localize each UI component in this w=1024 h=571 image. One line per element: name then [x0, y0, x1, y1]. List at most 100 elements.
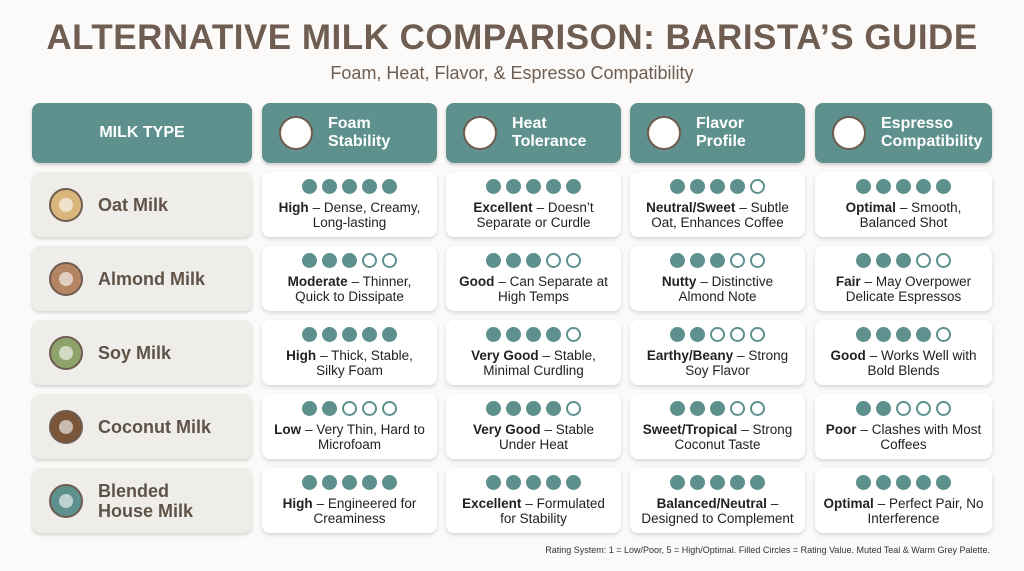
rating-dot — [322, 475, 337, 490]
icon — [463, 116, 497, 150]
header-text: Espresso Compatibility — [881, 115, 983, 150]
rating-description: – Strong Coconut Taste — [674, 422, 793, 452]
rating-cell: Fair – May Overpower Delicate Espressos — [815, 246, 992, 311]
rating-dot — [916, 253, 931, 268]
rating-cell: Excellent – Doesn’t Separate or Curdle — [446, 172, 621, 237]
rating-text: Very Good – Stable, Minimal Curdling — [454, 348, 613, 378]
rating-dot — [936, 401, 951, 416]
rating-description: – Strong Soy Flavor — [685, 348, 789, 378]
rating-dot — [342, 475, 357, 490]
rating-dot — [506, 253, 521, 268]
rating-dot — [342, 401, 357, 416]
rating-description: – Stable, Minimal Curdling — [483, 348, 596, 378]
rating-dot — [322, 327, 337, 342]
rating-dot — [302, 253, 317, 268]
rating-dot — [362, 253, 377, 268]
rating-dot — [690, 179, 705, 194]
rating-label: Moderate — [287, 274, 348, 289]
rating-dot — [566, 179, 581, 194]
rating-dot — [566, 253, 581, 268]
rating-cell: Low – Very Thin, Hard to Microfoam — [262, 394, 437, 459]
rating-dot — [876, 179, 891, 194]
rating-cell: Optimal – Smooth, Balanced Shot — [815, 172, 992, 237]
rating-dot — [342, 179, 357, 194]
rating-dot — [690, 475, 705, 490]
rating-dot — [730, 253, 745, 268]
rating-description: – Perfect Pair, No Interference — [867, 496, 984, 526]
rating-dots — [815, 327, 992, 342]
rating-cell: Earthy/Beany – Strong Soy Flavor — [630, 320, 805, 385]
rating-label: Neutral/Sweet — [646, 200, 736, 215]
milk-name-cell: Blended House Milk — [32, 468, 252, 533]
rating-text: Poor – Clashes with Most Coffees — [823, 422, 984, 452]
rating-text: Good – Works Well with Bold Blends — [823, 348, 984, 378]
rating-dots — [815, 401, 992, 416]
rating-dot — [916, 327, 931, 342]
icon — [832, 116, 866, 150]
rating-text: Very Good – Stable Under Heat — [454, 422, 613, 452]
rating-dot — [670, 327, 685, 342]
rating-dot — [486, 179, 501, 194]
rating-dots — [446, 253, 621, 268]
title: ALTERNATIVE MILK COMPARISON: BARISTA’S G… — [46, 18, 978, 57]
rating-cell: Moderate – Thinner, Quick to Dissipate — [262, 246, 437, 311]
rating-description: – Stable Under Heat — [498, 422, 595, 452]
rating-dot — [670, 401, 685, 416]
rating-dots — [630, 327, 805, 342]
rating-dot — [526, 401, 541, 416]
rating-dot — [730, 401, 745, 416]
rating-cell: High – Dense, Creamy, Long-lasting — [262, 172, 437, 237]
rating-dot — [546, 179, 561, 194]
rating-dot — [896, 475, 911, 490]
rating-dot — [876, 327, 891, 342]
rating-dot — [690, 401, 705, 416]
rating-dot — [302, 401, 317, 416]
rating-dots — [446, 179, 621, 194]
rating-dots — [446, 327, 621, 342]
rating-dot — [382, 327, 397, 342]
rating-label: Sweet/Tropical — [642, 422, 738, 437]
icon — [647, 116, 681, 150]
rating-label: Balanced/Neutral — [656, 496, 767, 511]
rating-dot — [730, 327, 745, 342]
rating-dot — [670, 253, 685, 268]
rating-label: High — [278, 200, 309, 215]
rating-dot — [710, 179, 725, 194]
rating-dot — [486, 401, 501, 416]
rating-text: High – Engineered for Creaminess — [270, 496, 429, 526]
rating-label: Nutty — [661, 274, 697, 289]
header-text: Flavor Profile — [696, 115, 746, 150]
rating-dot — [856, 327, 871, 342]
rating-dots — [815, 475, 992, 490]
rating-label: Good — [459, 274, 495, 289]
rating-text: Sweet/Tropical – Strong Coconut Taste — [638, 422, 797, 452]
rating-dot — [506, 401, 521, 416]
rating-description: – Works Well with Bold Blends — [867, 348, 977, 378]
rating-dot — [670, 475, 685, 490]
rating-cell: Very Good – Stable Under Heat — [446, 394, 621, 459]
rating-dot — [486, 475, 501, 490]
rating-dot — [936, 475, 951, 490]
rating-dot — [856, 475, 871, 490]
rating-cell: Nutty – Distinctive Almond Note — [630, 246, 805, 311]
rating-dot — [690, 253, 705, 268]
rating-text: Low – Very Thin, Hard to Microfoam — [270, 422, 429, 452]
rating-dot — [322, 401, 337, 416]
rating-dot — [506, 475, 521, 490]
rating-dot — [730, 179, 745, 194]
rating-dots — [262, 253, 437, 268]
rating-description: – Engineered for Creaminess — [313, 496, 417, 526]
rating-description: – Smooth, Balanced Shot — [859, 200, 962, 230]
rating-description: – Formulated for Stability — [500, 496, 605, 526]
rating-dot — [750, 327, 765, 342]
milk-name-cell: Oat Milk — [32, 172, 252, 237]
rating-description: – Designed to Complement — [641, 496, 794, 526]
rating-label: Very Good — [471, 348, 539, 363]
rating-dot — [710, 475, 725, 490]
rating-dot — [486, 253, 501, 268]
rating-description: – Thick, Stable, Silky Foam — [316, 348, 413, 378]
milk-name: Coconut Milk — [98, 416, 211, 437]
icon — [49, 409, 83, 444]
rating-dots — [446, 401, 621, 416]
rating-cell: Poor – Clashes with Most Coffees — [815, 394, 992, 459]
